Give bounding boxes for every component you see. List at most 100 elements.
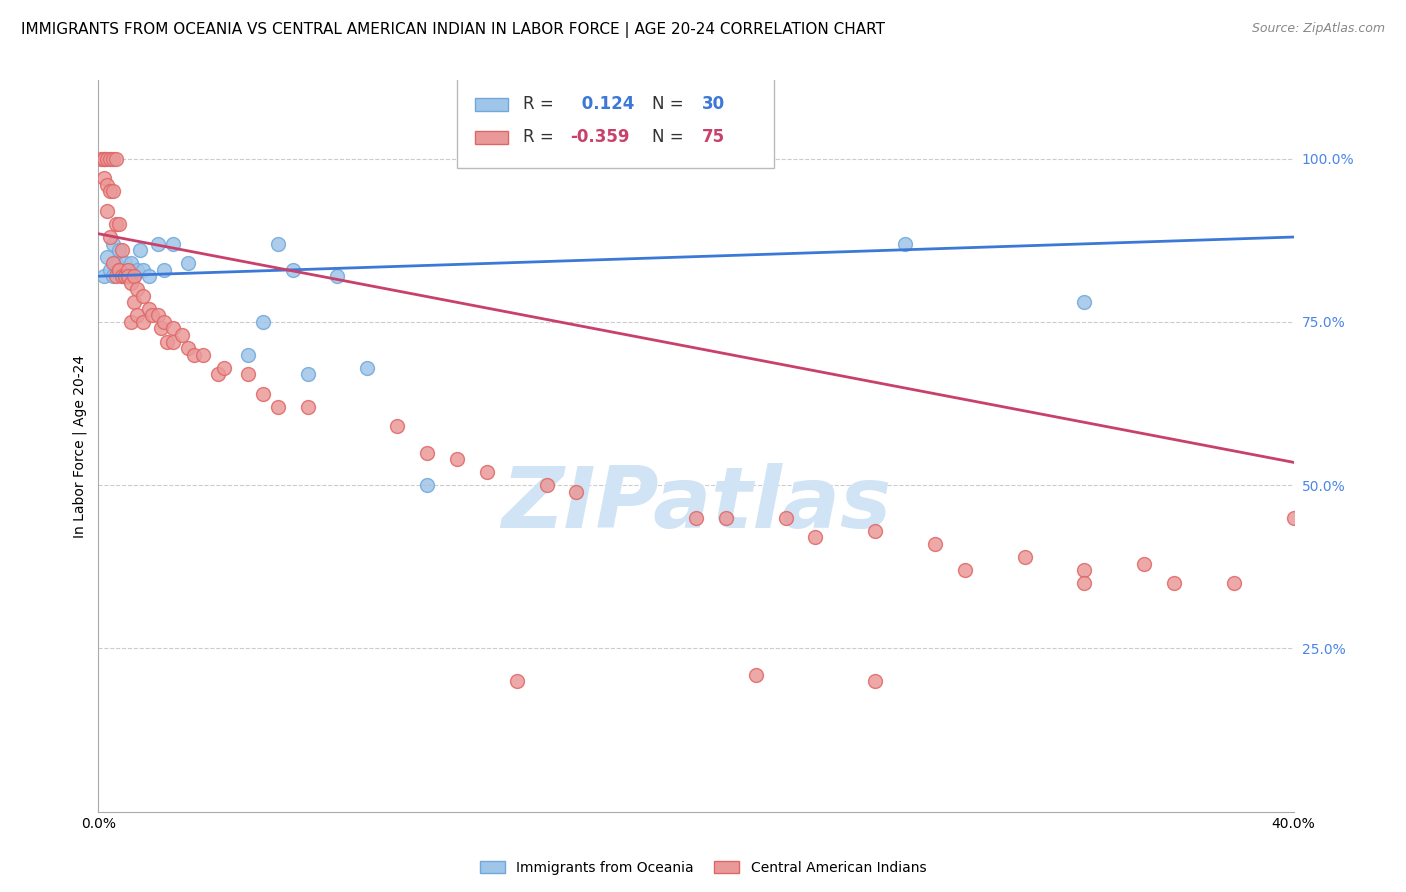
- Point: [281, 262, 304, 277]
- Point: [212, 360, 235, 375]
- Point: [114, 269, 136, 284]
- Point: [98, 152, 122, 166]
- Text: ZIPatlas: ZIPatlas: [501, 463, 891, 546]
- Point: [207, 367, 229, 381]
- Point: [745, 667, 768, 681]
- Point: [141, 309, 163, 323]
- Point: [90, 152, 112, 166]
- Legend: Immigrants from Oceania, Central American Indians: Immigrants from Oceania, Central America…: [474, 855, 932, 880]
- Point: [93, 152, 115, 166]
- Point: [894, 236, 917, 251]
- Text: Source: ZipAtlas.com: Source: ZipAtlas.com: [1251, 22, 1385, 36]
- Point: [114, 269, 136, 284]
- Point: [105, 217, 128, 231]
- Point: [953, 563, 976, 577]
- Point: [865, 674, 887, 689]
- Point: [111, 269, 134, 284]
- Point: [103, 152, 125, 166]
- Point: [132, 315, 155, 329]
- Point: [150, 321, 173, 335]
- Point: [120, 276, 142, 290]
- Point: [96, 250, 118, 264]
- Point: [127, 282, 149, 296]
- Text: N =: N =: [652, 128, 683, 146]
- Point: [103, 256, 125, 270]
- Point: [1133, 557, 1156, 571]
- Text: IMMIGRANTS FROM OCEANIA VS CENTRAL AMERICAN INDIAN IN LABOR FORCE | AGE 20-24 CO: IMMIGRANTS FROM OCEANIA VS CENTRAL AMERI…: [21, 22, 886, 38]
- Point: [1073, 295, 1095, 310]
- Point: [93, 269, 115, 284]
- Point: [114, 256, 136, 270]
- Point: [177, 256, 200, 270]
- Point: [103, 269, 125, 284]
- Point: [356, 360, 378, 375]
- Point: [924, 537, 946, 551]
- Point: [385, 419, 409, 434]
- Point: [105, 152, 128, 166]
- Point: [127, 309, 149, 323]
- Point: [1163, 576, 1185, 591]
- Y-axis label: In Labor Force | Age 20-24: In Labor Force | Age 20-24: [73, 354, 87, 538]
- Point: [685, 511, 707, 525]
- Point: [103, 184, 125, 198]
- Point: [153, 262, 176, 277]
- Text: 0.124: 0.124: [576, 95, 636, 113]
- Point: [148, 236, 170, 251]
- Point: [127, 262, 149, 277]
- Point: [236, 348, 259, 362]
- Point: [138, 269, 160, 284]
- Point: [183, 348, 205, 362]
- Point: [117, 269, 139, 284]
- Point: [124, 269, 146, 284]
- Point: [132, 262, 155, 277]
- Point: [162, 321, 184, 335]
- Point: [804, 530, 827, 544]
- Point: [129, 243, 152, 257]
- Point: [326, 269, 349, 284]
- Point: [98, 230, 122, 244]
- Point: [132, 289, 155, 303]
- Bar: [475, 98, 509, 111]
- Point: [103, 236, 125, 251]
- Point: [96, 152, 118, 166]
- Point: [153, 315, 176, 329]
- Point: [148, 309, 170, 323]
- Point: [124, 269, 146, 284]
- Point: [1073, 563, 1095, 577]
- Point: [536, 478, 558, 492]
- Point: [714, 511, 737, 525]
- Point: [236, 367, 259, 381]
- Point: [117, 262, 139, 277]
- Point: [105, 269, 128, 284]
- Text: 30: 30: [702, 95, 725, 113]
- Point: [267, 236, 290, 251]
- Point: [138, 301, 160, 316]
- Text: R =: R =: [523, 95, 554, 113]
- Point: [475, 465, 498, 479]
- Point: [108, 262, 131, 277]
- Point: [93, 171, 115, 186]
- Point: [775, 511, 797, 525]
- Point: [93, 152, 115, 166]
- Point: [105, 256, 128, 270]
- FancyBboxPatch shape: [457, 77, 773, 168]
- Point: [98, 184, 122, 198]
- Point: [865, 524, 887, 538]
- Point: [1073, 576, 1095, 591]
- Point: [162, 334, 184, 349]
- Point: [1223, 576, 1246, 591]
- Point: [565, 484, 588, 499]
- Text: 75: 75: [702, 128, 725, 146]
- Point: [1014, 549, 1036, 564]
- Text: -0.359: -0.359: [571, 128, 630, 146]
- Point: [108, 217, 131, 231]
- Point: [120, 315, 142, 329]
- Text: N =: N =: [652, 95, 683, 113]
- Point: [506, 674, 529, 689]
- Point: [162, 236, 184, 251]
- Point: [111, 243, 134, 257]
- Text: R =: R =: [523, 128, 554, 146]
- Point: [446, 452, 468, 467]
- Point: [111, 269, 134, 284]
- Point: [416, 445, 439, 459]
